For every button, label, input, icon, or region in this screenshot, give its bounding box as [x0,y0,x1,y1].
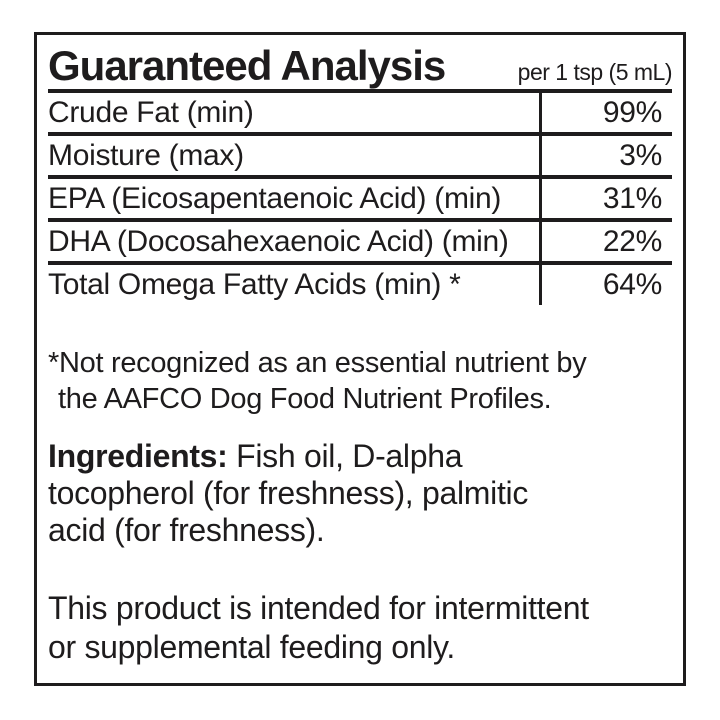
feeding-statement: This product is intended for intermitten… [48,589,672,667]
ingredients-line: tocopherol (for freshness), palmitic [48,475,529,511]
aafco-footnote: *Not recognized as an essential nutrient… [48,345,672,417]
nutrient-name: EPA (Eicosapentaenoic Acid) (min) [48,181,502,215]
nutrient-value: 31% [539,179,672,218]
nutrient-name: Moisture (max) [48,138,244,172]
table-row-dha: DHA (Docosahexaenoic Acid) (min) 22% [48,222,672,265]
table-row-crude-fat: Crude Fat (min) 99% [48,93,672,136]
ingredients-text: Fish oil, D-alpha [227,438,463,474]
feeding-line: or supplemental feeding only. [48,629,455,665]
table-row-moisture: Moisture (max) 3% [48,136,672,179]
ingredients-line: Ingredients: Fish oil, D-alpha [48,438,672,475]
panel-title: Guaranteed Analysis [48,42,446,89]
feeding-line: This product is intended for intermitten… [48,590,589,626]
table-row-total-omega: Total Omega Fatty Acids (min) * 64% [48,265,672,305]
nutrient-value: 3% [539,136,672,175]
nutrient-name: Total Omega Fatty Acids (min) * [48,268,461,301]
nutrient-value: 99% [539,93,672,132]
ingredients-line: acid (for freshness). [48,512,325,548]
panel-header: Guaranteed Analysis per 1 tsp (5 mL) [48,42,673,89]
guaranteed-analysis-panel: Guaranteed Analysis per 1 tsp (5 mL) Cru… [34,32,686,686]
ingredients-label: Ingredients: [48,438,228,474]
nutrient-name: Crude Fat (min) [48,95,254,129]
analysis-table: Crude Fat (min) 99% Moisture (max) 3% EP… [48,89,672,305]
footnote-line: *Not recognized as an essential nutrient… [48,347,587,379]
ingredients-paragraph: Ingredients: Fish oil, D-alpha tocophero… [48,438,672,549]
footnote-line: the AAFCO Dog Food Nutrient Profiles. [58,383,552,415]
serving-size: per 1 tsp (5 mL) [517,59,673,85]
nutrient-value: 22% [539,222,672,261]
table-row-epa: EPA (Eicosapentaenoic Acid) (min) 31% [48,179,672,222]
nutrient-value: 64% [539,265,672,305]
nutrient-name: DHA (Docosahexaenoic Acid) (min) [48,224,509,258]
